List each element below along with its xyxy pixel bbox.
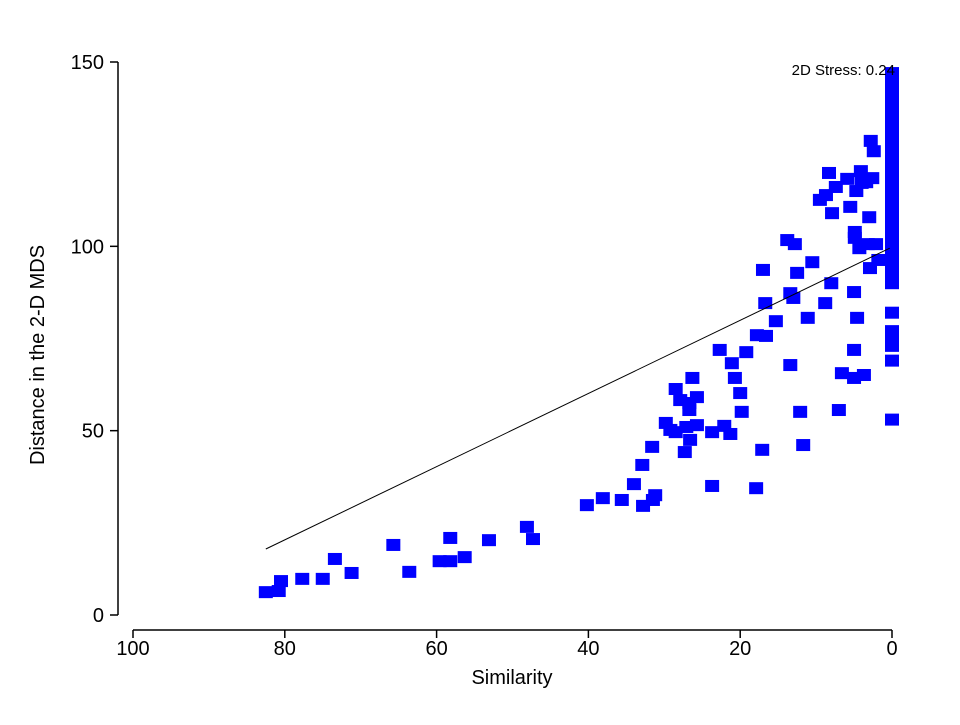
data-point [443, 555, 458, 568]
x-tick-label: 40 [577, 638, 599, 660]
data-point [862, 211, 877, 224]
data-point [885, 354, 899, 367]
data-point [635, 458, 650, 471]
data-point [733, 387, 748, 400]
data-point [723, 427, 738, 440]
data-point [579, 499, 594, 512]
data-point [796, 439, 811, 452]
data-point [865, 172, 880, 185]
data-point [683, 433, 698, 446]
y-tick-label: 150 [71, 52, 104, 74]
data-point [793, 405, 808, 418]
data-point [822, 166, 837, 179]
data-point [847, 231, 862, 244]
data-point [869, 238, 884, 251]
data-point [787, 238, 802, 251]
y-tick-label: 50 [82, 421, 104, 443]
data-point [759, 329, 774, 342]
x-axis-label: Similarity [471, 667, 552, 689]
data-point [850, 311, 865, 324]
data-point [457, 551, 472, 564]
data-point [705, 426, 720, 439]
data-point [825, 207, 840, 220]
fit-line [265, 247, 890, 550]
data-point [739, 346, 754, 359]
data-point [689, 419, 704, 432]
data-point [871, 253, 886, 266]
data-point [668, 426, 683, 439]
data-point [834, 367, 849, 380]
data-point [626, 478, 641, 491]
data-point [758, 297, 773, 310]
y-ticks: 0 50 100 150 [71, 52, 118, 627]
data-point [689, 391, 704, 404]
y-tick-label: 100 [71, 236, 104, 258]
x-ticks: 100 80 60 40 20 0 [116, 630, 898, 660]
data-point [783, 359, 798, 372]
data-point [800, 311, 815, 324]
data-point [847, 343, 862, 356]
data-point [595, 492, 610, 505]
data-point [856, 368, 871, 381]
data-point [271, 585, 286, 598]
data-point [863, 134, 878, 147]
data-point [755, 263, 770, 276]
data-point [685, 371, 700, 384]
data-point [885, 67, 899, 80]
data-point [705, 479, 720, 492]
data-points [258, 67, 899, 599]
data-point [734, 405, 749, 418]
x-tick-label: 20 [729, 638, 751, 660]
data-point [786, 291, 801, 304]
data-point [866, 145, 881, 158]
data-point [679, 420, 694, 433]
data-point [519, 520, 534, 533]
data-point [525, 533, 540, 546]
data-point [768, 315, 783, 328]
data-point [885, 306, 899, 319]
data-point [327, 552, 342, 565]
data-point [843, 200, 858, 213]
data-point [847, 286, 862, 299]
x-tick-label: 60 [425, 638, 447, 660]
data-point [853, 165, 868, 178]
data-point [274, 575, 289, 588]
data-point [295, 572, 310, 585]
data-point [828, 180, 843, 193]
data-point [805, 256, 820, 269]
data-point [432, 555, 447, 568]
data-point [648, 489, 663, 502]
x-tick-label: 100 [116, 638, 149, 660]
y-axis-label: Distance in the 2-D MDS [27, 245, 49, 465]
data-point [344, 566, 359, 579]
data-point [885, 325, 899, 338]
data-point [755, 443, 770, 456]
data-point [749, 482, 764, 495]
y-tick-label: 0 [93, 605, 104, 627]
data-point [443, 531, 458, 544]
data-point [402, 565, 417, 578]
data-point [724, 357, 739, 370]
data-point [315, 572, 330, 585]
data-point [645, 440, 660, 453]
data-point [840, 172, 855, 185]
data-point [824, 277, 839, 290]
data-point [712, 343, 727, 356]
data-point [727, 371, 742, 384]
data-point [677, 446, 692, 459]
data-point [885, 413, 899, 426]
data-point [614, 493, 629, 506]
data-point [668, 383, 683, 396]
data-point [831, 404, 846, 417]
x-tick-label: 80 [274, 638, 296, 660]
x-tick-label: 0 [886, 638, 897, 660]
data-point [818, 297, 833, 310]
data-point [790, 266, 805, 279]
stress-annotation: 2D Stress: 0.24 [792, 62, 895, 79]
data-point [258, 586, 273, 599]
data-point [481, 534, 496, 547]
data-point [386, 538, 401, 551]
